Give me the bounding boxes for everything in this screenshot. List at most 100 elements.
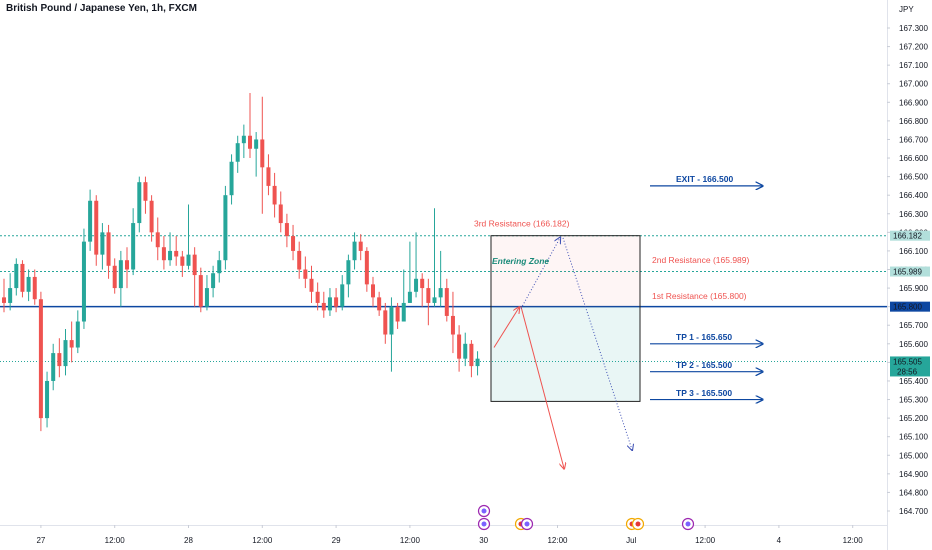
chart-title: British Pound / Japanese Yen, 1h, FXCM: [6, 3, 197, 14]
y-tick-label: 167.200: [899, 43, 928, 52]
candle-body: [254, 139, 259, 149]
candle-body: [118, 260, 123, 289]
candle-body: [377, 297, 382, 311]
y-tick-label: 164.800: [899, 488, 928, 497]
y-tick-label: 166.100: [899, 247, 928, 256]
candle-body: [88, 200, 93, 242]
y-tick-label: 166.400: [899, 191, 928, 200]
y-tick-label: 164.900: [899, 470, 928, 479]
position-box[interactable]: [490, 235, 641, 402]
event-dot: [481, 521, 487, 527]
risk-zone: [491, 235, 640, 307]
entry-arrow[interactable]: [493, 308, 519, 348]
candle-body: [334, 297, 339, 307]
candle-body: [463, 343, 468, 359]
resistance-3-label: 3rd Resistance (166.182): [474, 218, 570, 228]
candle-body: [94, 200, 99, 255]
candle-body: [45, 380, 50, 419]
candle-body: [457, 334, 462, 359]
candle-body: [186, 254, 191, 266]
resistance-1-label: 1st Resistance (165.800): [652, 291, 747, 301]
candle-body: [407, 291, 412, 303]
candle-body: [161, 247, 166, 261]
candle-body: [303, 269, 308, 279]
candle-body: [248, 135, 252, 149]
x-tick-label: Jul: [626, 536, 636, 545]
drop-arrow[interactable]: [520, 306, 564, 469]
candle-body: [272, 185, 277, 205]
candle-body: [260, 139, 265, 168]
x-tick-label: 28: [184, 536, 193, 545]
y-tick-label: 167.300: [899, 24, 928, 33]
candle-body: [174, 250, 179, 257]
candle-body: [211, 273, 216, 289]
tp1-label: TP 1 - 165.650: [676, 332, 732, 342]
candle-body: [352, 241, 357, 261]
candle-body: [450, 315, 455, 335]
candle-body: [57, 353, 62, 367]
current-price-label-bg: [890, 356, 930, 377]
candle-body: [192, 254, 197, 276]
candle-body: [420, 278, 425, 289]
entering-zone-label: Entering Zone: [492, 256, 549, 266]
y-tick-label: 166.700: [899, 135, 928, 144]
y-tick-label: 165.400: [899, 377, 928, 386]
candle-body: [69, 340, 74, 348]
candle-body: [20, 263, 25, 292]
candle-body: [51, 353, 56, 381]
candle-body: [432, 297, 437, 303]
profit-zone: [491, 306, 640, 402]
candle-body: [414, 278, 419, 292]
candle-body: [475, 358, 480, 367]
candle-body: [100, 232, 105, 255]
x-tick-label: 30: [479, 536, 488, 545]
event-dot: [685, 521, 691, 527]
y-tick-label: 165.200: [899, 414, 928, 423]
candle-body: [284, 223, 289, 237]
y-tick-label: 165.900: [899, 284, 928, 293]
candle-body: [321, 302, 326, 311]
event-dot: [524, 521, 530, 527]
y-tick-label: 167.100: [899, 61, 928, 70]
current-price-label: 165.505: [893, 357, 922, 366]
x-tick-label: 12:00: [547, 536, 568, 545]
current-price-label-countdown: 28:56: [897, 367, 918, 376]
event-dot: [635, 521, 641, 527]
x-tick-label: 12:00: [400, 536, 421, 545]
y-tick-label: 167.000: [899, 80, 928, 89]
candle-body: [235, 143, 240, 162]
candle-body: [389, 306, 394, 335]
x-tick-label: 12:00: [843, 536, 864, 545]
candle-body: [383, 310, 388, 335]
res2-price-label-bg: [890, 266, 930, 277]
candle-body: [229, 161, 234, 196]
candle-body: [346, 260, 351, 285]
candle-body: [112, 265, 117, 289]
candle-body: [106, 232, 111, 266]
res2-price-label: 165.989: [893, 268, 922, 277]
candle-body: [32, 276, 37, 300]
candle-body: [137, 182, 142, 224]
resistance-2-label: 2nd Resistance (165.989): [652, 255, 750, 265]
res1-price-label-bg: [890, 301, 930, 312]
tp2-label: TP 2 - 165.500: [676, 360, 732, 370]
y-tick-label: 166.800: [899, 117, 928, 126]
candle-body: [364, 250, 369, 285]
currency-label: JPY: [899, 5, 914, 14]
candle-body: [155, 232, 160, 248]
candle-body: [26, 276, 31, 292]
candle-body: [217, 260, 222, 274]
y-tick-label: 164.700: [899, 507, 928, 516]
candle-body: [438, 288, 443, 298]
candle-body: [198, 275, 203, 307]
candle-body: [444, 288, 449, 316]
candle-body: [81, 241, 86, 322]
candle-body: [125, 260, 129, 270]
projection-down-arrow[interactable]: [562, 237, 632, 450]
candle-body: [8, 288, 13, 303]
candle-body: [266, 167, 271, 186]
y-tick-label: 166.600: [899, 154, 928, 163]
candle-body: [278, 204, 283, 224]
candle-body: [371, 284, 375, 298]
